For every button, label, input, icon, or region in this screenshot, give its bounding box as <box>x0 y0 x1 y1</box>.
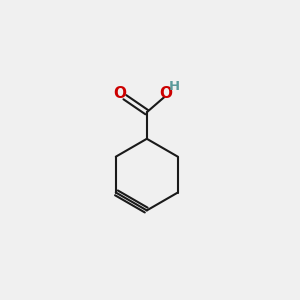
Text: O: O <box>160 85 172 100</box>
Text: O: O <box>113 85 126 100</box>
Text: H: H <box>169 80 180 93</box>
